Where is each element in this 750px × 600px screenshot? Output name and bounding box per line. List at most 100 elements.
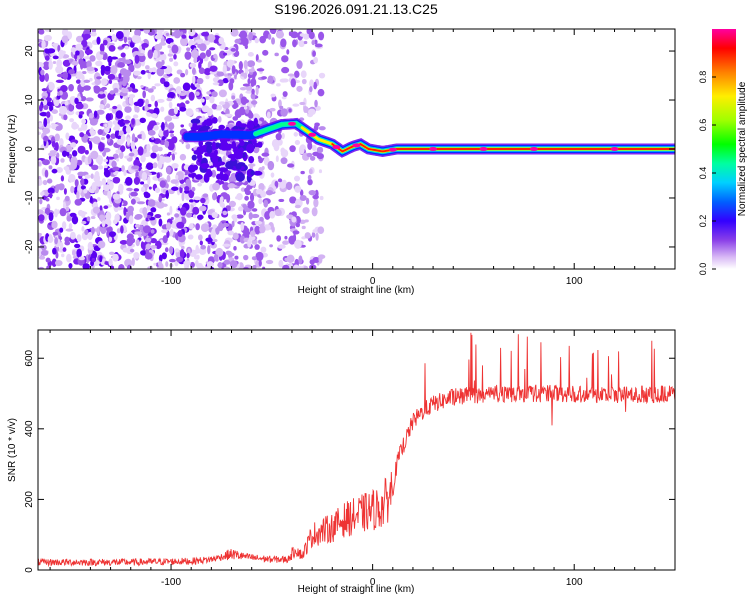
spectrogram-noise-cell bbox=[83, 79, 91, 83]
spectrogram-noise-cell bbox=[143, 192, 151, 199]
spectrogram-noise-cell bbox=[211, 211, 218, 219]
spectrogram-noise-cell bbox=[80, 185, 86, 190]
spectrogram-noise-cell bbox=[92, 136, 101, 145]
spectrogram-noise-cell bbox=[83, 188, 88, 194]
spectrogram-noise-cell bbox=[134, 215, 142, 220]
spectrogram-noise-cell bbox=[307, 174, 312, 180]
spectrogram-noise-cell bbox=[148, 186, 152, 190]
spectrogram-noise-cell bbox=[251, 208, 258, 212]
spectrogram-noise-cell bbox=[145, 98, 149, 106]
spectrogram-noise-cell bbox=[176, 103, 181, 107]
spectrogram-noise-cell bbox=[75, 43, 83, 51]
spectrogram-noise-cell bbox=[145, 248, 150, 254]
spectrogram-noise-cell bbox=[111, 160, 117, 168]
spectrogram-noise-cell bbox=[250, 100, 258, 105]
spectrogram-noise-cell bbox=[78, 256, 86, 261]
spectrogram-noise-cell bbox=[278, 259, 284, 268]
spectrogram-noise-cell bbox=[38, 161, 42, 166]
spectrogram-noise-cell bbox=[159, 41, 167, 46]
spectrogram-noise-cell bbox=[69, 231, 76, 240]
spectrogram-noise-cell bbox=[63, 114, 68, 121]
spectrogram-noise-cell bbox=[61, 35, 69, 44]
spectrogram-noise-cell bbox=[302, 207, 310, 214]
spectrogram-noise-cell bbox=[175, 85, 182, 94]
spectrogram-noise-cell bbox=[277, 244, 286, 249]
spectrogram-noise-cell bbox=[236, 193, 243, 201]
spectrogram-noise-cell bbox=[248, 68, 256, 73]
spectrogram-noise-cell bbox=[292, 103, 300, 107]
spectrogram-noise-cell bbox=[131, 88, 139, 93]
spectrogram-noise-cell bbox=[156, 98, 165, 103]
spectrogram-noise-cell bbox=[281, 132, 285, 140]
x-tick-label: -100 bbox=[161, 276, 181, 287]
spectrogram-noise-cell bbox=[142, 90, 147, 99]
spectrogram-noise-cell bbox=[240, 96, 248, 105]
spectrogram-noise-cell bbox=[174, 213, 180, 218]
spectrogram-noise-cell bbox=[186, 252, 190, 259]
x-tick-label: -100 bbox=[161, 577, 181, 588]
spectrogram-noise-cell bbox=[293, 175, 301, 182]
spectrogram-noise-cell bbox=[281, 66, 290, 74]
spectrogram-noise-cell bbox=[71, 123, 80, 130]
y-tick-label: 200 bbox=[24, 491, 35, 508]
spectrogram-noise-cell bbox=[153, 107, 160, 115]
spectrogram-noise-cell bbox=[245, 90, 253, 94]
spectrogram-image bbox=[38, 29, 675, 269]
spectrogram-noise-cell bbox=[259, 35, 267, 44]
spectrogram-noise-cell bbox=[82, 263, 90, 269]
spectrogram-noise-cell bbox=[163, 81, 170, 88]
spectrogram-noise-cell bbox=[318, 126, 326, 131]
spectrogram-noise-cell bbox=[75, 102, 84, 110]
spectrogram-noise-cell bbox=[147, 176, 151, 186]
spectrogram-noise-cell bbox=[239, 235, 246, 244]
spectrogram-noise-cell bbox=[238, 123, 248, 128]
spectrogram-noise-cell bbox=[231, 65, 236, 75]
spectrogram-noise-cell bbox=[82, 33, 91, 39]
spectrogram-noise-cell bbox=[64, 241, 71, 246]
spectrogram-noise-cell bbox=[100, 78, 108, 86]
spectrogram-noise-cell bbox=[258, 239, 262, 244]
spectrogram-noise-cell bbox=[150, 245, 157, 249]
spectrogram-noise-cell bbox=[239, 30, 248, 40]
spectrogram-noise-cell bbox=[115, 149, 122, 154]
spectrogram-noise-cell bbox=[57, 91, 61, 96]
spectrogram-noise-cell bbox=[108, 61, 112, 67]
spectrogram-peak-cell bbox=[308, 132, 317, 137]
spectrogram-noise-cell bbox=[161, 121, 165, 132]
spectrogram-noise-cell bbox=[58, 138, 64, 147]
spectrogram-noise-cell bbox=[303, 265, 308, 269]
spectrogram-noise-cell bbox=[131, 165, 140, 170]
spectrogram-noise-cell bbox=[104, 123, 108, 128]
spectrogram-noise-cell bbox=[236, 214, 244, 219]
spectrogram-noise-cell bbox=[147, 71, 152, 80]
spectrogram-noise-cell bbox=[173, 61, 179, 67]
spectrogram-noise-cell bbox=[70, 185, 75, 194]
spectrogram-noise-cell bbox=[280, 147, 286, 154]
spectrogram-noise-cell bbox=[40, 250, 49, 256]
spectrogram-noise-cell bbox=[313, 123, 319, 131]
spectrogram-noise-cell bbox=[56, 94, 61, 100]
spectrogram-noise-cell bbox=[225, 205, 231, 210]
spectrogram-noise-cell bbox=[108, 79, 113, 84]
spectrogram-noise-cell bbox=[188, 172, 194, 178]
y-tick-label: 600 bbox=[24, 349, 35, 366]
spectrogram-noise-cell bbox=[164, 247, 169, 253]
spectrogram-noise-cell bbox=[318, 31, 325, 41]
spectrogram-noise-cell bbox=[71, 249, 77, 256]
spectrogram-noise-cell bbox=[230, 29, 239, 37]
spectrogram-noise-cell bbox=[205, 118, 213, 127]
spectrogram-noise-cell bbox=[147, 199, 156, 207]
spectrogram-noise-cell bbox=[243, 60, 248, 70]
spectrogram-noise-cell bbox=[39, 111, 48, 117]
spectrogram-noise-cell bbox=[75, 50, 80, 56]
spectrogram-noise-cell bbox=[168, 122, 175, 131]
spectrogram-noise-cell bbox=[166, 97, 173, 102]
spectrogram-noise-cell bbox=[44, 55, 50, 61]
spectrogram-noise-cell bbox=[154, 43, 163, 51]
spectrogram-noise-cell bbox=[217, 261, 223, 269]
spectrogram-noise-cell bbox=[42, 127, 51, 134]
spectrogram-noise-cell bbox=[129, 248, 135, 253]
spectrogram-noise-cell bbox=[303, 40, 308, 45]
spectrogram-noise-cell bbox=[86, 216, 91, 222]
